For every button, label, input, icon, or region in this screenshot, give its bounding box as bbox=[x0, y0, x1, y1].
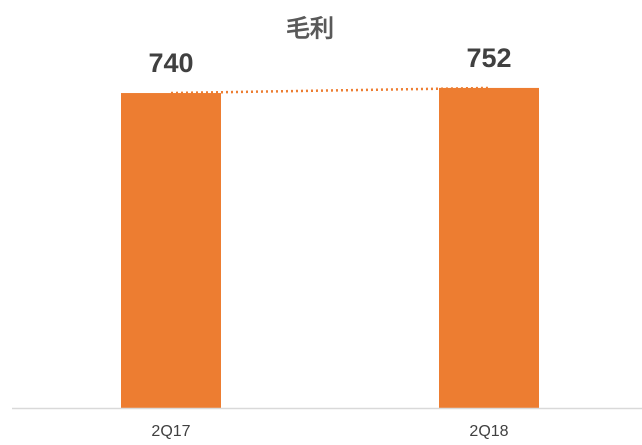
data-label: 752 bbox=[466, 43, 511, 73]
x-tick-label: 2Q17 bbox=[151, 423, 190, 440]
data-label: 740 bbox=[148, 48, 193, 78]
bar bbox=[439, 87, 539, 409]
trend-line bbox=[170, 86, 490, 95]
chart-title: 毛利 bbox=[286, 15, 334, 42]
bar bbox=[121, 93, 221, 408]
x-tick-label: 2Q18 bbox=[469, 423, 508, 440]
